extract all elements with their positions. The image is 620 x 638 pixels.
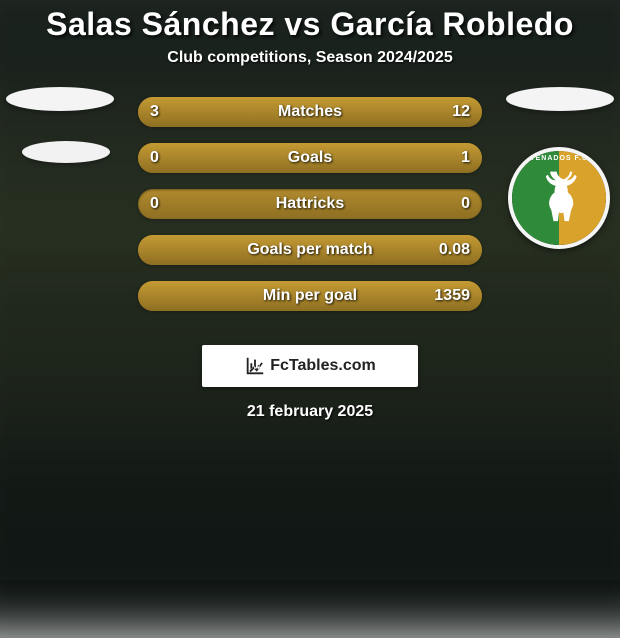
placeholder-icon (6, 87, 114, 111)
placeholder-icon (506, 87, 614, 111)
stat-bar: 0Hattricks0 (138, 189, 482, 219)
stat-label: Goals per match (138, 235, 482, 265)
placeholder-icon (22, 141, 110, 163)
stat-bar: 3Matches12 (138, 97, 482, 127)
brand-badge: FcTables.com (202, 345, 418, 387)
stat-label: Hattricks (138, 189, 482, 219)
subtitle: Club competitions, Season 2024/2025 (0, 49, 620, 67)
stat-right-value: 1 (461, 143, 470, 173)
stat-right-value: 12 (452, 97, 470, 127)
stat-bar: Min per goal1359 (138, 281, 482, 311)
page-title: Salas Sánchez vs García Robledo (0, 6, 620, 43)
club-name: VENADOS F.C (512, 155, 606, 162)
brand-text: FcTables.com (270, 357, 376, 375)
stat-label: Matches (138, 97, 482, 127)
date-text: 21 february 2025 (0, 403, 620, 421)
stat-bar: Goals per match0.08 (138, 235, 482, 265)
stat-bar: 0Goals1 (138, 143, 482, 173)
player-left-avatar (6, 87, 114, 163)
stat-label: Min per goal (138, 281, 482, 311)
stats-bars: 3Matches120Goals10Hattricks0Goals per ma… (138, 97, 482, 327)
deer-icon (537, 169, 581, 227)
club-badge-right: VENADOS F.C (508, 147, 610, 249)
stat-right-value: 0.08 (439, 235, 470, 265)
stat-right-value: 0 (461, 189, 470, 219)
chart-icon (244, 355, 266, 377)
stat-right-value: 1359 (434, 281, 470, 311)
stat-label: Goals (138, 143, 482, 173)
player-right-avatar: VENADOS F.C (506, 87, 614, 249)
